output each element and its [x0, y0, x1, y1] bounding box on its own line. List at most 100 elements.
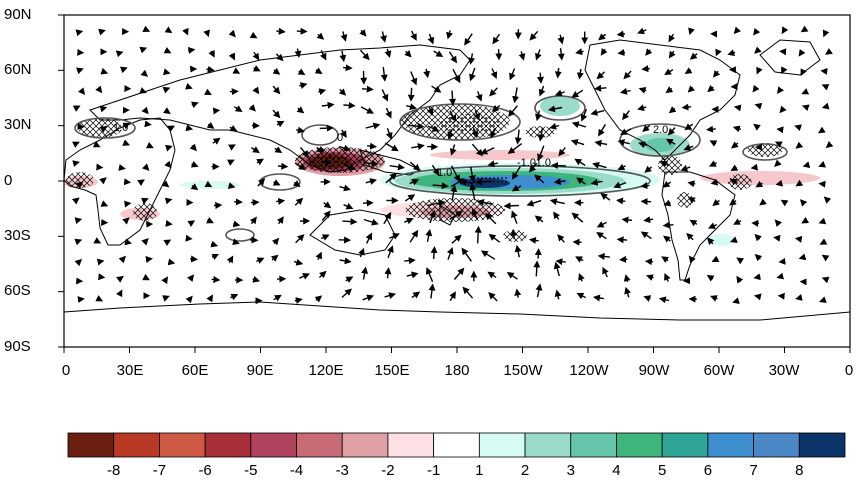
wind-vector [687, 180, 696, 188]
wind-vector [359, 49, 370, 61]
wind-vector [474, 225, 482, 244]
wind-vector [547, 105, 563, 113]
wind-vector [706, 274, 715, 282]
wind-vector [276, 197, 286, 205]
wind-vector [316, 146, 325, 153]
colorbar-swatch [570, 432, 617, 458]
wind-vector [345, 276, 354, 283]
wind-vector [794, 124, 802, 132]
wind-vector [640, 182, 650, 190]
wind-vector [252, 275, 261, 283]
wind-vector [643, 295, 652, 302]
colorbar-label: 2 [520, 462, 530, 479]
wind-vector [96, 258, 105, 266]
wind-vector [518, 51, 526, 61]
wind-vector [406, 271, 419, 279]
wind-vector [616, 236, 628, 244]
lon-label: 90E [246, 362, 274, 379]
wind-vector [248, 104, 256, 112]
colorbar-swatch [478, 432, 526, 458]
wind-vector [753, 27, 761, 36]
wind-vector [404, 217, 414, 225]
wind-vector [668, 33, 676, 43]
wind-vector [228, 29, 236, 38]
wind-vector [142, 25, 151, 32]
wind-vector [755, 180, 764, 188]
wind-vector [488, 292, 498, 302]
wind-vector [229, 124, 238, 132]
wind-vector [118, 255, 127, 264]
wind-vector [321, 210, 331, 221]
wind-vector [208, 49, 215, 58]
wind-vector [186, 274, 195, 282]
wind-vector [206, 217, 214, 224]
wind-vector [212, 137, 221, 145]
wind-vector [294, 197, 304, 206]
wind-vector [641, 65, 650, 73]
wind-vector [616, 30, 626, 38]
wind-vector [821, 102, 830, 110]
wind-vector [526, 199, 542, 207]
wind-vector [825, 140, 834, 149]
wind-vector [167, 125, 176, 133]
wind-vector [381, 89, 389, 102]
wind-vector [361, 85, 374, 93]
wind-vector [410, 71, 418, 86]
wind-vector [167, 258, 176, 266]
wind-vector [100, 67, 109, 75]
wind-vector [71, 141, 80, 148]
wind-vector [576, 68, 584, 80]
wind-vector [575, 48, 584, 56]
wind-vector [323, 201, 332, 209]
wind-vector [622, 110, 630, 121]
wind-vector [295, 234, 305, 244]
wind-vector [367, 142, 377, 150]
wind-vector [314, 67, 323, 75]
wind-vector [801, 104, 810, 112]
wind-vector [211, 275, 221, 283]
wind-vector [252, 51, 260, 61]
wind-vector [712, 198, 720, 207]
wind-vector [142, 273, 151, 281]
wind-vector [774, 141, 783, 148]
wind-vector [645, 274, 654, 281]
wind-vector [453, 267, 465, 280]
wind-vector [359, 29, 367, 37]
colorbar-swatch [707, 432, 754, 458]
wind-vector [164, 197, 173, 205]
wind-vector [715, 48, 722, 57]
wind-vector [272, 109, 281, 119]
wind-vector [779, 105, 787, 114]
wind-vector [74, 238, 83, 246]
colorbar-label: 4 [612, 462, 621, 479]
wind-vector [139, 46, 148, 54]
wind-vector [141, 238, 149, 246]
wind-vector [756, 66, 763, 75]
wind-vector [638, 141, 648, 149]
wind-vector [343, 101, 356, 109]
colorbar-swatch [159, 432, 206, 458]
wind-vector [580, 108, 588, 122]
wind-vector [534, 174, 545, 184]
wind-vector [557, 234, 565, 243]
wind-vector [617, 49, 626, 56]
wind-vector [817, 126, 826, 134]
wind-vector [684, 67, 693, 74]
wind-vector [727, 49, 736, 56]
wind-vector [164, 144, 173, 152]
wind-vector [537, 72, 545, 84]
lon-label: 150E [374, 362, 410, 379]
contour-lines [74, 95, 788, 242]
wind-vector [363, 160, 379, 167]
wind-vector [316, 32, 325, 40]
wind-vector [431, 164, 440, 176]
wind-vector [596, 221, 607, 228]
lat-label-eq: 0 [4, 172, 13, 189]
wind-vector [570, 139, 585, 146]
lat-label-90n: 90N [4, 6, 32, 23]
wind-vector [822, 29, 830, 38]
wind-vector [665, 86, 674, 94]
wind-vector [550, 162, 566, 170]
wind-vector [514, 129, 522, 145]
